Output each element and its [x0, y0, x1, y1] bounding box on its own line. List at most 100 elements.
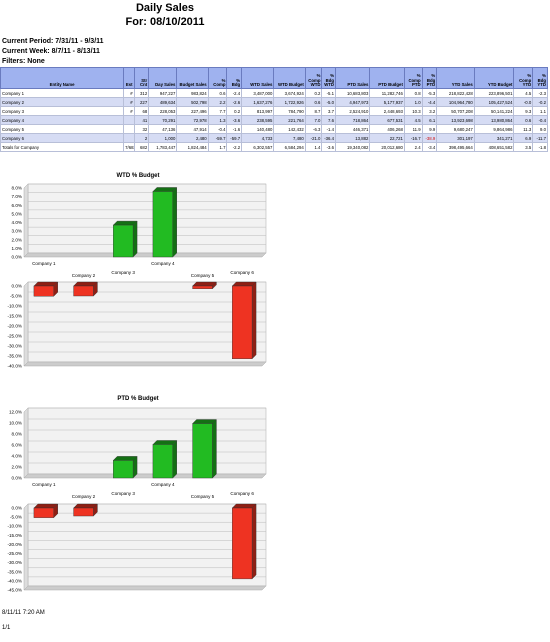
bar: [192, 423, 213, 479]
filters: Filters: None: [2, 58, 45, 65]
upper-tick-label: 10.0%: [9, 421, 22, 426]
table-cell: 10,683,803: [335, 88, 371, 98]
table-row: Company 6 2 1,000 2,480 -59.7 -59.7 4,733 7,480…: [0, 133, 548, 143]
table-cell: 47,136: [148, 124, 178, 134]
column-header: YTD Sales: [436, 67, 475, 89]
lower-tick-label: -35.0%: [7, 569, 22, 574]
table-cell: 221,764: [273, 115, 306, 125]
table-cell: 223,896,501: [473, 88, 515, 98]
table-cell: -0.0: [513, 97, 534, 107]
entity-name-cell: Company 2: [0, 97, 125, 107]
lower-tick-label: -15.0%: [7, 533, 22, 538]
table-cell: #: [123, 97, 135, 107]
total-cell: 19,340,082: [335, 142, 371, 152]
column-header: % Bdg YTD: [532, 67, 548, 89]
chart-title: PTD % Budget: [117, 396, 158, 402]
lower-tick-label: 0.0%: [12, 506, 22, 511]
lower-tick-label: -35.0%: [7, 354, 22, 359]
table-cell: 50,141,224: [473, 106, 515, 116]
table-cell: 13,923,698: [436, 115, 475, 125]
table-cell: 10.3: [403, 106, 423, 116]
table-cell: -5.3: [421, 88, 438, 98]
upper-tick-label: 12.0%: [9, 410, 22, 415]
upper-tick-label: 8.0%: [12, 186, 22, 191]
table-cell: 6.1: [421, 115, 438, 125]
total-cell: 1.7: [207, 142, 228, 152]
table-cell: -1.4: [321, 124, 336, 134]
table-cell: 3,674,924: [273, 88, 306, 98]
table-body: Company 1 #312 947,227 983,824 0.6 -2.4 3,487,…: [0, 88, 548, 152]
total-cell: 3.5: [513, 142, 534, 152]
bar-side: [251, 503, 257, 580]
column-header: Day Sales: [148, 67, 178, 89]
table-cell: -16.7: [403, 133, 423, 143]
table-cell: 1.0: [403, 97, 423, 107]
upper-plot-floor: [23, 252, 267, 258]
table-cell: 104,964,780: [436, 97, 475, 107]
table-cell: -2.6: [226, 97, 243, 107]
entity-name-cell: Company 6: [0, 133, 125, 143]
total-cell: -3.6: [321, 142, 336, 152]
bar: [152, 444, 173, 479]
report-subtitle: For: 08/10/2011: [125, 16, 205, 28]
table-cell: 0.6: [207, 88, 228, 98]
entity-name-cell: Company 1: [0, 88, 125, 98]
table-cell: 2.2: [207, 97, 228, 107]
table-cell: 2,524,910: [335, 106, 371, 116]
table-cell: 301,197: [436, 133, 475, 143]
bar-top: [231, 281, 257, 287]
table-cell: -2.3: [532, 88, 548, 98]
table-cell: -36.4: [321, 133, 336, 143]
total-cell: 2.4: [403, 142, 423, 152]
table-cell: 7,480: [273, 133, 306, 143]
table-cell: -59.7: [226, 133, 243, 143]
bar-side: [251, 281, 257, 360]
lower-tick-label: -15.0%: [7, 314, 22, 319]
upper-tick-label: 0.0%: [12, 255, 22, 260]
table-cell: 238,595: [241, 115, 275, 125]
bar-top: [192, 281, 217, 287]
table-cell: 3.2: [421, 106, 438, 116]
chart-title: WTD % Budget: [117, 173, 160, 179]
table-cell: #: [123, 88, 135, 98]
bar-side: [132, 220, 138, 258]
total-cell: 7/682: [123, 142, 135, 152]
table-cell: 9.0: [532, 124, 548, 134]
table-cell: -21.0: [304, 133, 323, 143]
table-cell: 5,177,937: [369, 97, 405, 107]
bar: [33, 507, 54, 518]
table-cell: [123, 124, 135, 134]
bar: [232, 507, 253, 580]
table-cell: 7.6: [321, 115, 336, 125]
category-label: Company 1: [32, 261, 56, 266]
upper-tick-label: 1.0%: [12, 246, 22, 251]
column-header: WTD Sales: [241, 67, 275, 89]
total-cell: -2.2: [226, 142, 243, 152]
table-cell: 9,680,247: [436, 124, 475, 134]
table-cell: 4.5: [513, 88, 534, 98]
table-cell: [123, 133, 135, 143]
entity-name-cell: Company 3: [0, 106, 125, 116]
bar-top: [152, 187, 178, 192]
bar: [113, 224, 134, 258]
table-cell: 0.2: [304, 88, 323, 98]
table-cell: 0.6: [513, 115, 534, 125]
table-cell: 11.9: [403, 124, 423, 134]
bar-top: [33, 503, 59, 509]
category-label: Company 2: [72, 273, 96, 278]
bar-side: [172, 439, 177, 479]
table-cell: 9.3: [513, 106, 534, 116]
upper-tick-label: 2.0%: [12, 237, 22, 242]
column-header: Str Cnt: [133, 67, 150, 89]
upper-tick-label: 8.0%: [12, 432, 22, 437]
table-cell: -1.6: [226, 124, 243, 134]
category-label: Company 6: [230, 270, 254, 275]
table-cell: 677,531: [369, 115, 405, 125]
upper-tick-label: 6.0%: [12, 443, 22, 448]
table-cell: [123, 115, 135, 125]
table-cell: 4.5: [403, 115, 423, 125]
table-cell: 1,000: [148, 133, 178, 143]
table-cell: -5.0: [321, 97, 336, 107]
table-cell: 489,634: [148, 97, 178, 107]
column-header: % Bdg: [226, 67, 243, 89]
